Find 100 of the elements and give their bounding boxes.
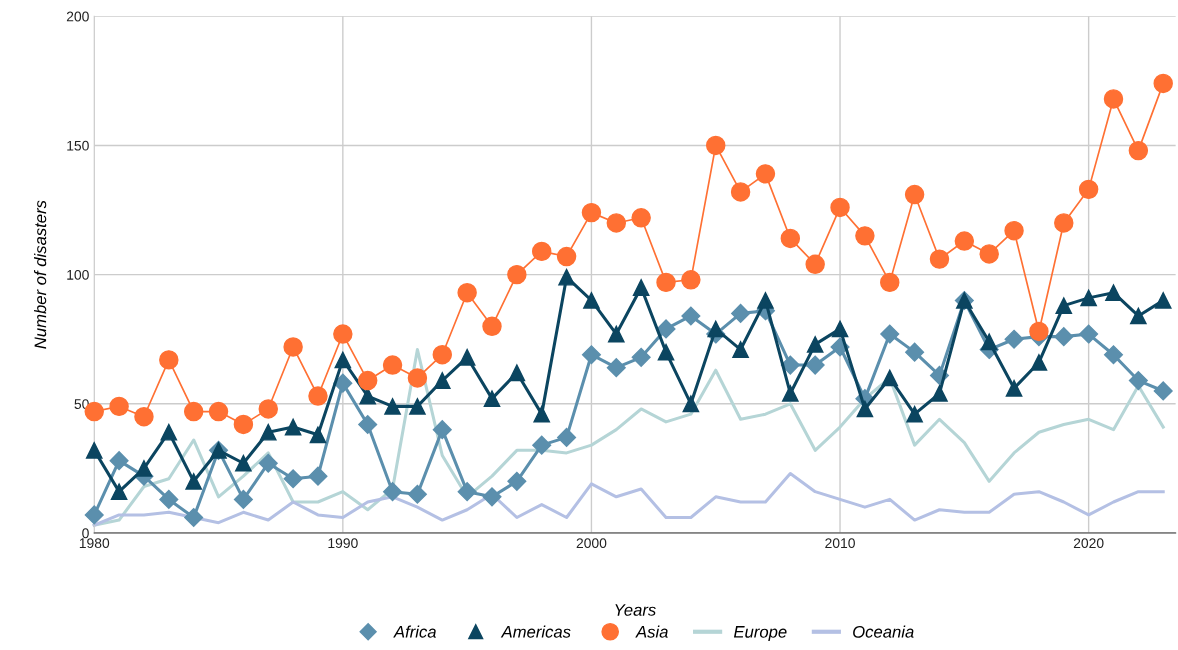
point xyxy=(931,385,948,402)
point xyxy=(607,325,625,343)
point xyxy=(184,507,204,528)
point xyxy=(533,405,551,423)
point xyxy=(1054,213,1074,233)
point xyxy=(258,399,278,419)
point xyxy=(706,135,726,156)
point xyxy=(160,423,178,441)
point xyxy=(707,320,725,338)
point xyxy=(185,472,203,490)
point xyxy=(409,398,426,415)
point xyxy=(1079,324,1099,344)
point xyxy=(682,395,700,413)
point xyxy=(357,370,378,391)
point xyxy=(233,414,254,435)
point xyxy=(384,398,401,415)
point xyxy=(1128,371,1148,391)
legend-label: Asia xyxy=(635,625,668,638)
x-tick-label: 2010 xyxy=(825,538,855,549)
point xyxy=(84,505,104,525)
point xyxy=(358,414,378,435)
point xyxy=(283,469,303,489)
x-tick-label: 1990 xyxy=(328,538,358,549)
y-tick-label: 150 xyxy=(67,140,89,151)
point xyxy=(109,396,129,417)
point xyxy=(532,435,552,455)
point xyxy=(458,348,476,366)
point xyxy=(855,226,875,246)
legend-label: Oceania xyxy=(853,625,914,638)
point xyxy=(1128,140,1149,161)
point xyxy=(1054,327,1074,347)
point xyxy=(905,342,925,362)
point xyxy=(681,306,701,326)
point xyxy=(259,423,277,441)
point xyxy=(110,483,128,500)
point xyxy=(432,344,453,365)
point xyxy=(308,466,328,486)
point xyxy=(780,228,801,249)
point xyxy=(880,272,900,293)
point xyxy=(558,268,575,286)
x-axis-title: Years xyxy=(615,604,656,616)
point xyxy=(308,386,328,406)
point xyxy=(1105,284,1122,302)
point xyxy=(109,451,129,471)
point xyxy=(929,249,950,269)
point xyxy=(806,336,824,353)
x-tick-label: 2020 xyxy=(1073,538,1104,549)
point xyxy=(631,347,651,367)
point xyxy=(507,471,527,491)
legend-label: Europe xyxy=(733,626,787,642)
point xyxy=(135,460,153,477)
point xyxy=(979,244,999,264)
point xyxy=(856,400,874,418)
point xyxy=(657,343,675,361)
point xyxy=(1153,73,1173,94)
point xyxy=(183,401,204,422)
point xyxy=(457,482,477,502)
point xyxy=(159,489,179,509)
point xyxy=(507,264,527,285)
point xyxy=(606,358,626,378)
y-tick-label: 0 xyxy=(82,528,89,539)
point xyxy=(781,385,799,402)
point xyxy=(1055,297,1073,314)
point xyxy=(284,418,302,436)
point xyxy=(656,272,676,293)
point xyxy=(383,482,403,502)
point xyxy=(159,350,179,370)
point xyxy=(556,246,577,267)
point xyxy=(309,426,327,444)
point xyxy=(1004,329,1024,349)
point xyxy=(732,341,749,358)
point xyxy=(830,197,850,218)
point xyxy=(581,202,602,223)
point xyxy=(1103,345,1124,365)
point xyxy=(508,364,526,382)
point xyxy=(233,489,253,509)
point xyxy=(606,213,627,233)
point xyxy=(831,320,849,338)
point xyxy=(85,441,103,459)
y-tick-label: 100 xyxy=(67,269,89,280)
legend-label: Americas xyxy=(500,625,571,638)
point xyxy=(235,454,252,472)
point xyxy=(755,164,776,184)
point xyxy=(906,405,923,423)
point xyxy=(954,231,975,251)
point xyxy=(457,282,477,303)
point xyxy=(382,355,403,375)
y-tick-label: 200 xyxy=(66,11,89,22)
point xyxy=(432,420,452,440)
point xyxy=(1130,307,1147,325)
point xyxy=(583,292,600,309)
point xyxy=(904,184,925,205)
point xyxy=(757,292,774,309)
point xyxy=(482,316,502,337)
point xyxy=(731,303,751,323)
point xyxy=(1080,289,1097,307)
point xyxy=(656,319,676,339)
point xyxy=(482,487,502,507)
point xyxy=(333,373,353,393)
x-tick-label: 2000 xyxy=(576,538,607,549)
